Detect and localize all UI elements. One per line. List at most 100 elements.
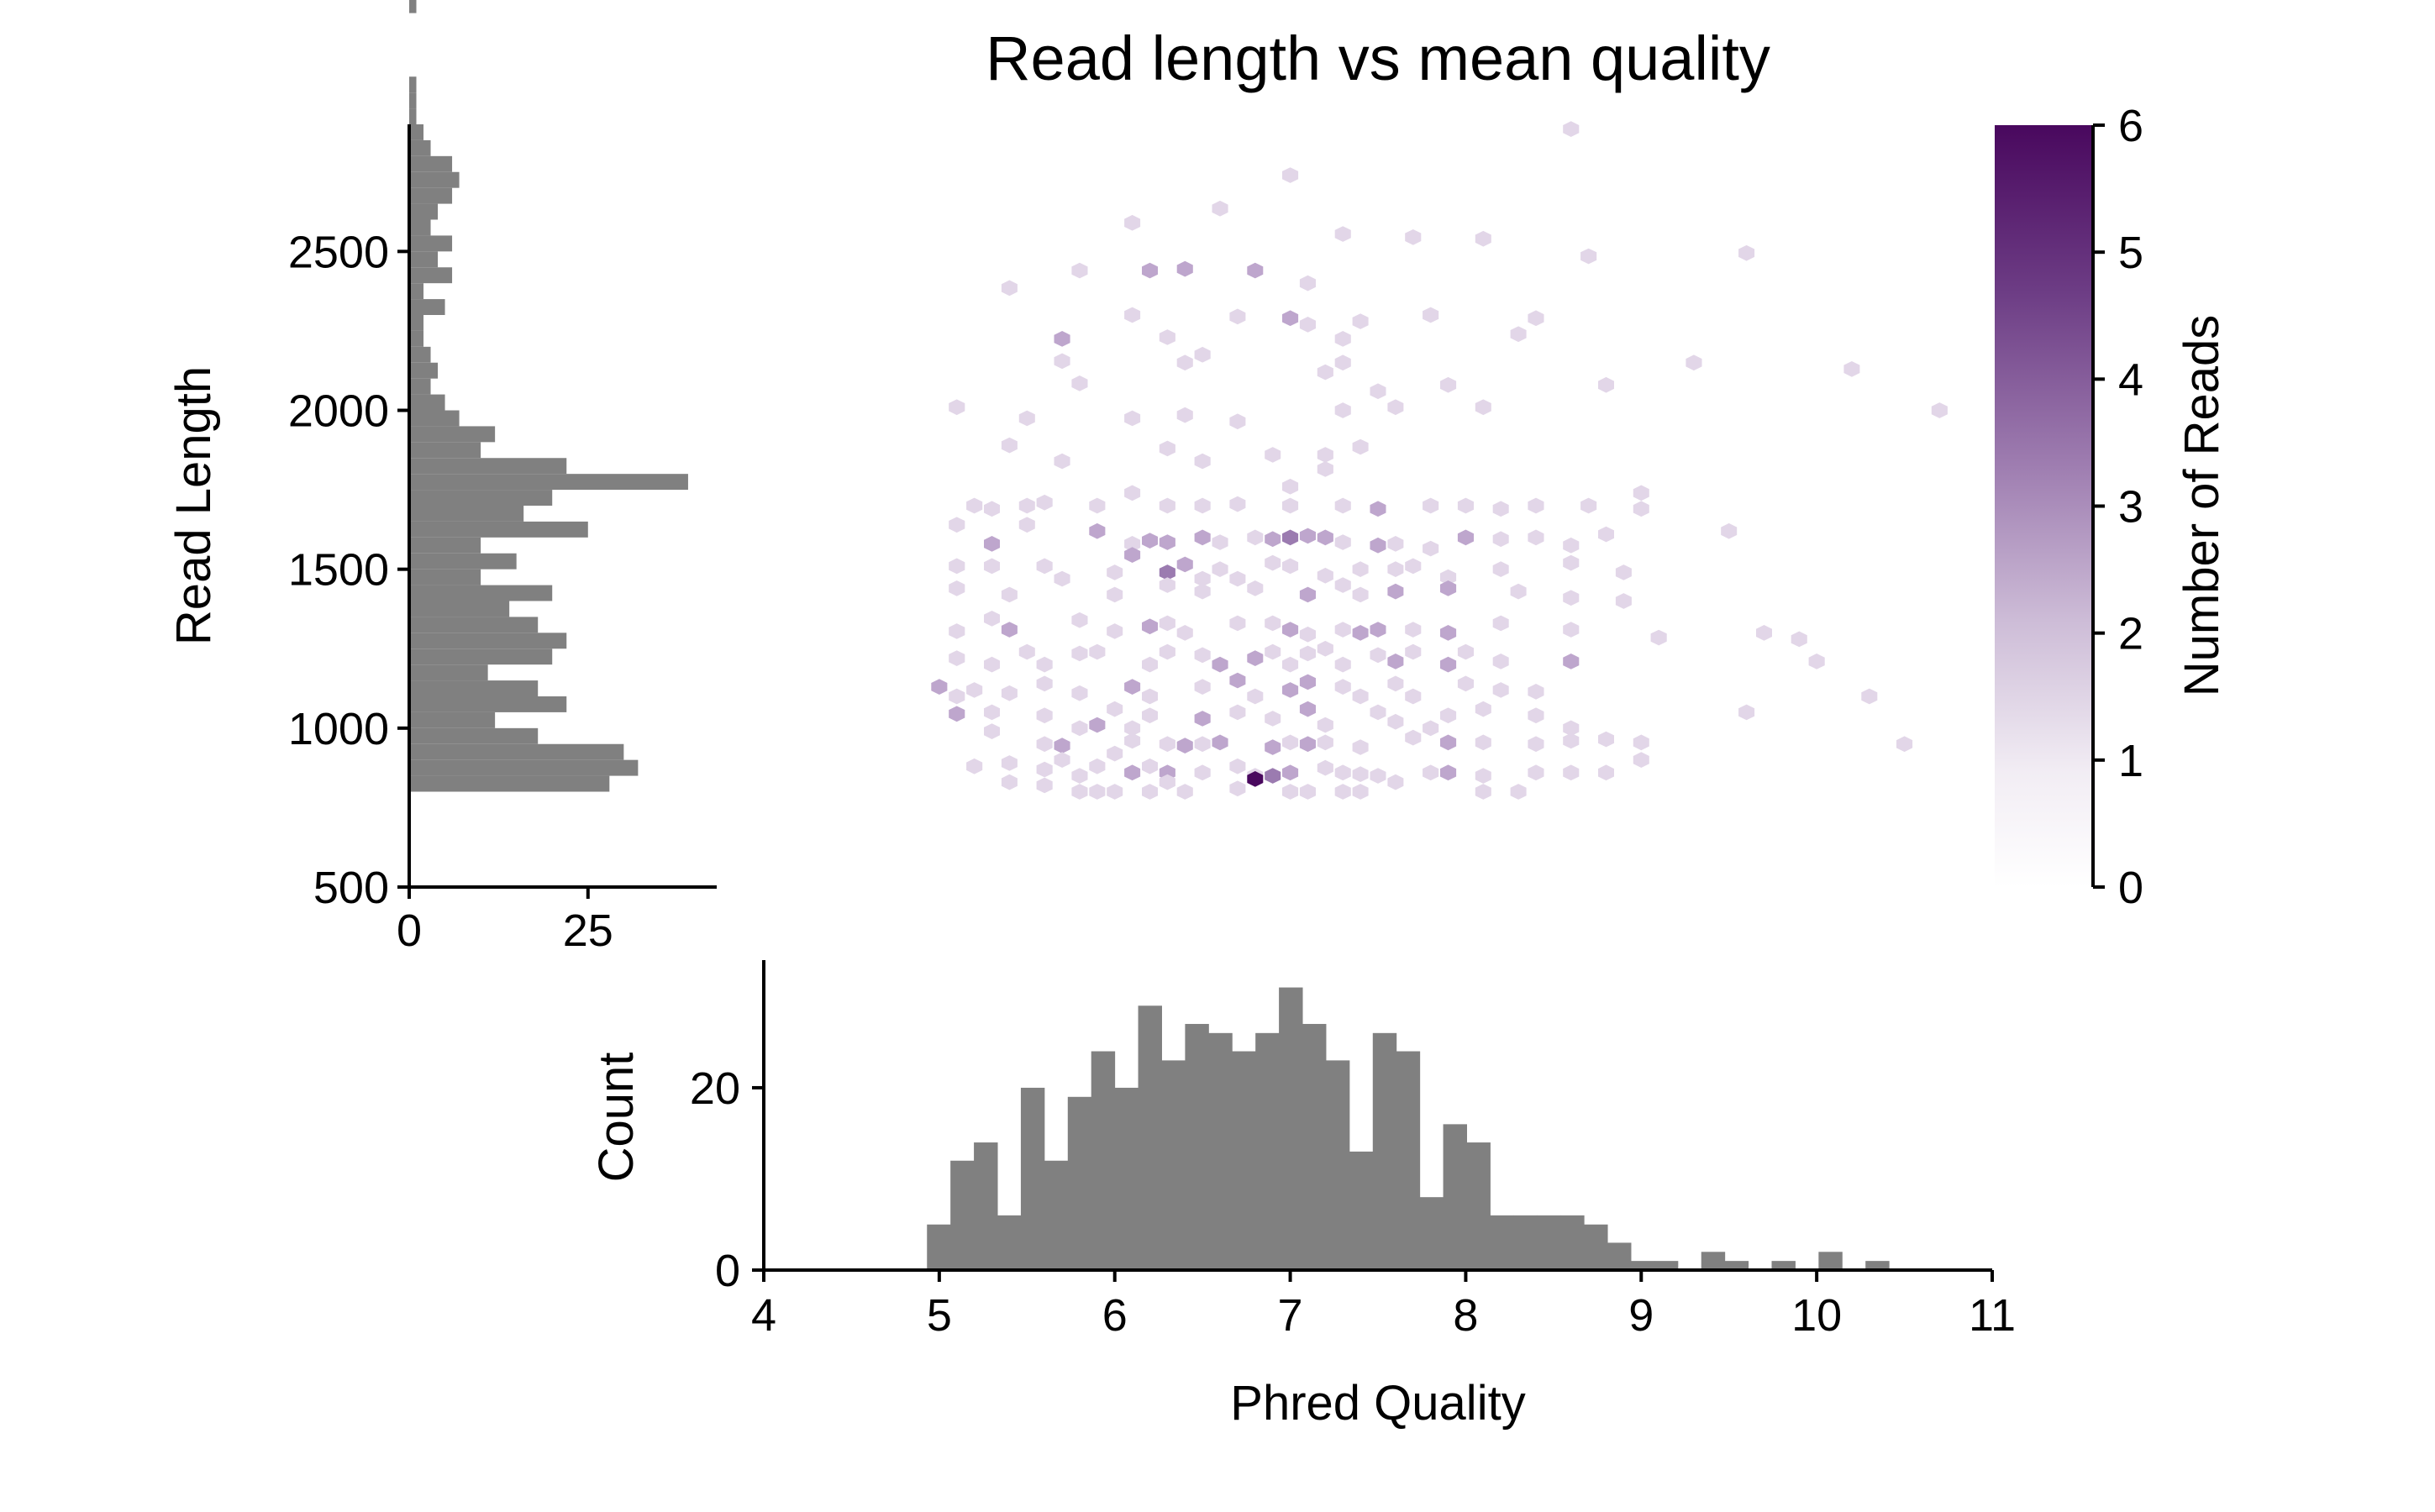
quality-bar (1771, 1261, 1796, 1270)
hex-cell (1440, 376, 1457, 393)
hex-cell (1265, 447, 1281, 463)
hex-cell (1159, 329, 1175, 345)
hex-cell (1229, 780, 1246, 797)
hex-cell (1247, 688, 1264, 705)
hex-cell (1176, 738, 1193, 753)
count-tick-label: 20 (690, 1063, 740, 1114)
hex-cell (1194, 497, 1211, 514)
quality-bar (1114, 1087, 1139, 1270)
read-length-bar (409, 743, 624, 760)
hex-cell (1317, 717, 1333, 733)
hex-cell (1194, 529, 1211, 546)
hex-cell (1528, 736, 1544, 753)
read-length-tick-label: 1500 (288, 545, 389, 596)
read-length-tick-label: 2500 (288, 227, 389, 277)
hex-cell (984, 558, 1000, 575)
hex-cell (1124, 547, 1141, 563)
hex-cell (1370, 704, 1386, 721)
hex-cell (1721, 522, 1738, 539)
count-axis-title: Count (589, 1053, 644, 1183)
hex-cell (1265, 739, 1281, 755)
quality-bar (1372, 1032, 1397, 1270)
quality-bar (1865, 1261, 1890, 1270)
hex-cell (1176, 407, 1193, 423)
hex-cell (1563, 654, 1580, 669)
read-length-axis-title: Read Length (166, 366, 221, 645)
hex-cell (1036, 675, 1053, 692)
hex-cell (1212, 734, 1228, 751)
quality-bar (1654, 1261, 1679, 1270)
read-length-bar (409, 569, 481, 585)
hex-cell (1492, 682, 1509, 698)
hex-cell (1370, 647, 1386, 664)
hex-cell (1071, 645, 1088, 662)
hex-cell (1387, 399, 1404, 416)
hex-cell (1475, 734, 1491, 751)
read-length-bar (409, 315, 424, 331)
hex-cell (1142, 533, 1158, 549)
hex-cell (1089, 784, 1106, 800)
quality-bar (1161, 1060, 1186, 1270)
quality-bar (1091, 1051, 1116, 1270)
hex-cell (1089, 717, 1106, 733)
hex-cell (1159, 534, 1175, 550)
hex-cell (1265, 711, 1281, 727)
hex-cell (1528, 497, 1544, 514)
read-length-bar (409, 187, 453, 204)
hex-cell (984, 611, 1000, 627)
hex-cell (1387, 561, 1404, 577)
hex-cell (1212, 534, 1228, 550)
hex-cell (1387, 774, 1404, 790)
hex-cell (1194, 711, 1211, 727)
hex-cell (1159, 615, 1175, 632)
hex-cell (1334, 679, 1351, 695)
hex-cell (1282, 764, 1299, 781)
hexbin-cells (931, 121, 1948, 800)
hex-cell (1457, 497, 1474, 514)
quality-bar (1490, 1215, 1514, 1270)
read-length-bar (409, 506, 524, 522)
read-length-bar (409, 537, 481, 554)
hex-cell (1475, 784, 1491, 800)
quality-tick-label: 8 (1453, 1290, 1478, 1341)
hex-cell (1282, 784, 1299, 800)
hex-cell (1282, 558, 1299, 575)
hex-cell (1071, 768, 1088, 784)
quality-bar (1044, 1160, 1069, 1270)
hex-cell (1598, 376, 1614, 393)
read-length-bar (409, 124, 424, 140)
read-length-count-tick-label: 0 (397, 906, 422, 956)
hex-cell (1423, 764, 1439, 781)
hex-cell (1334, 764, 1351, 781)
colorbar-tick-label: 5 (2118, 228, 2143, 278)
hex-cell (966, 682, 983, 698)
hex-cell (1054, 453, 1070, 470)
hex-cell (1001, 685, 1018, 701)
hex-cell (1615, 593, 1632, 609)
hex-cell (1738, 244, 1755, 261)
hex-cell (1194, 346, 1211, 363)
hex-cell (1247, 650, 1264, 666)
hex-cell (1352, 586, 1369, 603)
hex-cell (1387, 536, 1404, 552)
quality-bar (1630, 1261, 1655, 1270)
hex-cell (1440, 580, 1457, 596)
hex-cell (1018, 410, 1035, 427)
hex-cell (1352, 739, 1369, 755)
hex-cell (1299, 626, 1316, 643)
hex-cell (1247, 262, 1264, 279)
read-length-bar (409, 283, 424, 300)
hex-cell (1334, 534, 1351, 550)
read-length-bar (409, 378, 431, 395)
hex-cell (1317, 364, 1333, 381)
quality-tick-label: 7 (1278, 1290, 1303, 1341)
hex-cell (1423, 720, 1439, 737)
quality-bar (1560, 1215, 1585, 1270)
hex-cell (1791, 631, 1807, 648)
hex-cell (1492, 561, 1509, 577)
quality-bar (1466, 1142, 1491, 1270)
hex-cell (949, 706, 965, 722)
hex-cell (1142, 707, 1158, 724)
hex-cell (1282, 734, 1299, 751)
